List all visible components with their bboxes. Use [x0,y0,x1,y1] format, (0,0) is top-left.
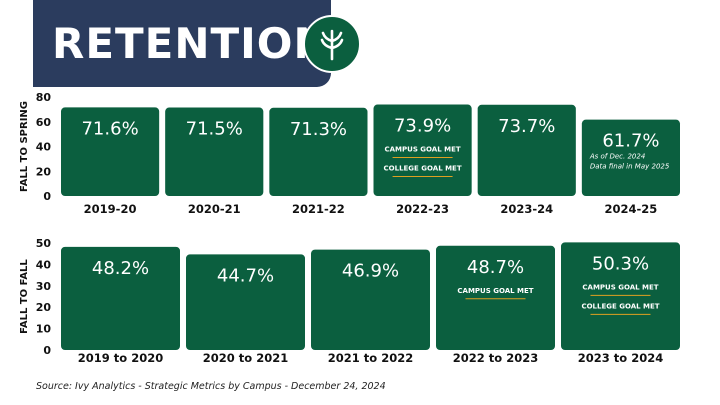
chart1-x-tick-label: 2019-20 [84,202,137,216]
chart2-data-label: 46.9% [342,261,399,282]
chart2-bar [186,254,305,350]
chart2-y-tick-label: 30 [36,280,52,293]
chart2-x-tick-label: 2019 to 2020 [78,351,163,365]
chart2-x-tick-label: 2022 to 2023 [453,351,538,365]
chart1-x-tick-label: 2023-24 [500,202,553,216]
page-title: RETENTION [52,19,330,68]
chart2-bar [436,245,555,350]
chart1-y-tick-label: 20 [36,165,52,178]
chart1-bar [165,107,264,196]
chart2-goal-annotation: CAMPUS GOAL MET [457,287,533,295]
chart2-x-tick-label: 2021 to 2022 [328,351,413,365]
chart1-x-tick-label: 2020-21 [188,202,241,216]
chart1-data-label: 73.7% [498,116,555,137]
chart1-data-label: 71.5% [186,119,243,140]
chart2-y-tick-label: 50 [36,237,52,250]
chart1-y-tick-label: 80 [36,91,52,104]
chart2-y-axis-label: FALL TO FALL [19,259,30,334]
title-banner [33,0,331,87]
chart1-bar [581,119,680,196]
chart2-x-tick-label: 2023 to 2024 [578,351,663,365]
chart1-note-annotation: As of Dec. 2024 [589,153,645,161]
chart2-data-label: 50.3% [592,253,649,274]
chart2-data-label: 48.7% [467,257,524,278]
chart2-data-label: 48.2% [92,258,149,279]
chart1-data-label: 61.7% [602,131,659,152]
chart2-y-tick-label: 40 [36,258,52,271]
chart1-y-tick-label: 60 [36,116,52,129]
chart1-x-tick-label: 2024-25 [605,202,658,216]
chart1-x-tick-label: 2022-23 [396,202,449,216]
chart2-bar [61,246,180,350]
chart1-bar [477,104,576,196]
chart1-bar [373,104,472,196]
chart2-x-tick-label: 2020 to 2021 [203,351,288,365]
chart2-bar [311,249,430,350]
chart1-y-tick-label: 0 [43,190,51,203]
chart1-bar [269,107,368,196]
chart1-y-axis-label: FALL TO SPRING [19,101,30,192]
chart2-goal-annotation: CAMPUS GOAL MET [582,283,658,291]
chart1-x-tick-label: 2021-22 [292,202,345,216]
chart1-bar [61,107,160,196]
source-note: Source: Ivy Analytics - Strategic Metric… [36,381,386,392]
ivy-leaf-icon [303,15,361,73]
chart1-data-label: 73.9% [394,116,451,137]
chart1-y-tick-label: 40 [36,141,52,154]
chart2-goal-annotation: COLLEGE GOAL MET [581,302,659,310]
chart2-y-tick-label: 20 [36,301,52,314]
chart1-goal-annotation: CAMPUS GOAL MET [384,146,460,154]
chart2-data-label: 44.7% [217,265,274,286]
chart2-y-tick-label: 0 [43,344,51,357]
chart1-goal-annotation: COLLEGE GOAL MET [384,165,462,173]
chart2-bar [561,242,680,350]
chart1-data-label: 71.6% [81,118,138,139]
chart1-data-label: 71.3% [290,119,347,140]
chart1-note-annotation: Data final in May 2025 [590,163,670,171]
chart2-y-tick-label: 10 [36,323,52,336]
